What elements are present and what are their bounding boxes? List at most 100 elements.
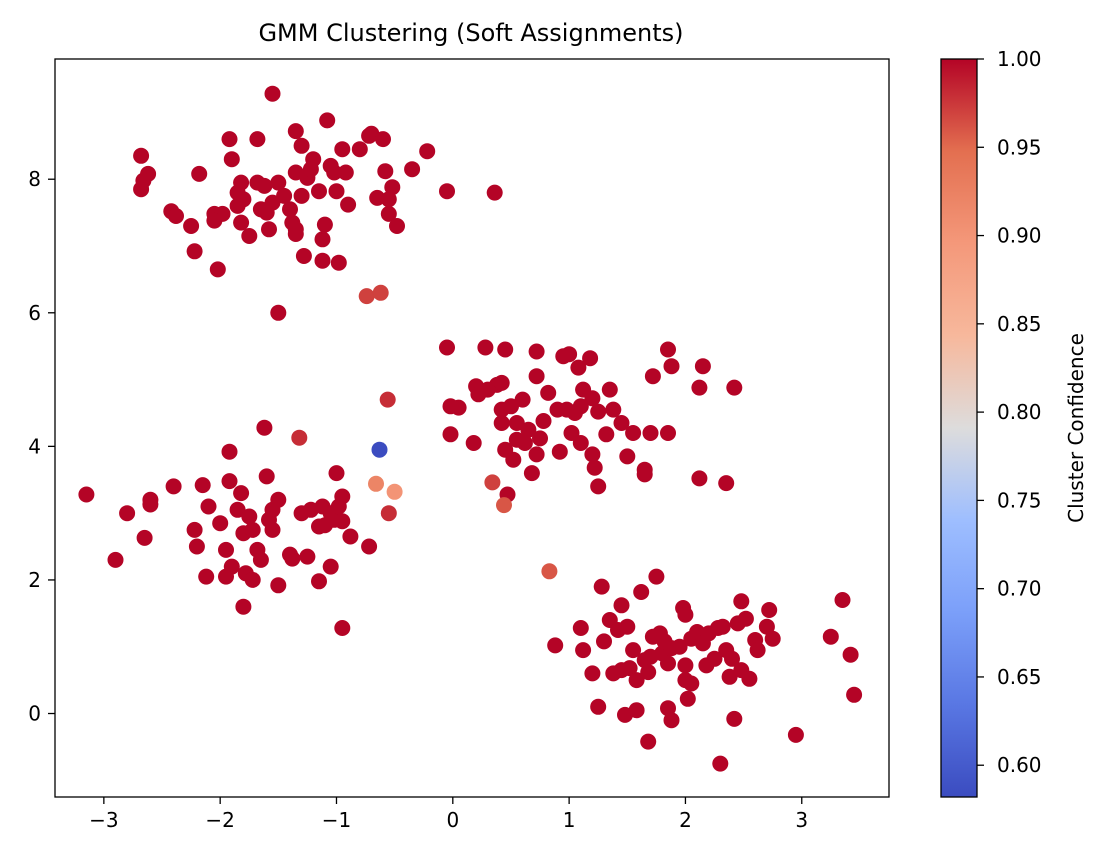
colorbar-label: Cluster Confidence xyxy=(1064,333,1088,523)
scatter-point xyxy=(758,618,775,635)
scatter-point xyxy=(733,593,750,610)
scatter-point xyxy=(358,288,375,305)
scatter-point xyxy=(119,505,136,522)
scatter-point xyxy=(404,161,421,178)
scatter-point xyxy=(660,655,676,672)
scatter-point xyxy=(520,421,537,438)
colorbar-tick-label: 0.60 xyxy=(997,753,1042,777)
scatter-point xyxy=(822,628,839,645)
scatter-point xyxy=(842,646,859,663)
scatter-point xyxy=(372,284,389,301)
scatter-point xyxy=(264,85,281,102)
x-tick-label: −3 xyxy=(89,808,118,832)
scatter-point xyxy=(369,189,386,206)
scatter-point xyxy=(503,398,519,415)
scatter-point xyxy=(528,446,545,463)
scatter-point xyxy=(186,521,203,538)
scatter-point xyxy=(486,184,503,201)
scatter-point xyxy=(342,528,359,545)
scatter-point xyxy=(380,505,397,522)
scatter-point xyxy=(244,521,261,538)
scatter-point xyxy=(619,618,636,635)
x-axis: −3 −2 −1 0 1 2 3 xyxy=(89,797,808,832)
scatter-point xyxy=(287,123,304,140)
scatter-points xyxy=(78,85,863,772)
scatter-point xyxy=(563,425,580,441)
scatter-point xyxy=(477,339,494,356)
scatter-point xyxy=(628,702,645,719)
scatter-point xyxy=(136,529,153,546)
scatter-point xyxy=(787,726,804,743)
scatter-point xyxy=(613,597,630,614)
scatter-point xyxy=(270,304,287,321)
scatter-point xyxy=(311,183,327,200)
scatter-point xyxy=(523,465,540,482)
scatter-point xyxy=(660,341,676,358)
scatter-point xyxy=(677,657,694,674)
y-axis: 0 2 4 6 8 xyxy=(28,167,55,726)
colorbar-tick-label: 0.70 xyxy=(997,577,1042,601)
scatter-point xyxy=(584,665,601,682)
scatter-point xyxy=(221,131,238,148)
scatter-point xyxy=(505,451,522,468)
scatter-point xyxy=(188,538,205,555)
scatter-point xyxy=(377,163,394,180)
scatter-point xyxy=(679,690,696,707)
scatter-point xyxy=(691,379,708,396)
colorbar-tick-label: 0.90 xyxy=(997,224,1042,248)
scatter-point xyxy=(371,441,388,458)
y-tick-label: 2 xyxy=(28,568,41,592)
scatter-point xyxy=(528,343,545,360)
scatter-point xyxy=(334,513,351,530)
scatter-point xyxy=(107,551,124,568)
scatter-point xyxy=(206,212,223,229)
scatter-point xyxy=(442,426,459,443)
scatter-point xyxy=(270,174,287,191)
scatter-point xyxy=(233,485,250,502)
scatter-point xyxy=(218,541,234,558)
scatter-point xyxy=(724,650,740,667)
x-tick-label: 1 xyxy=(563,808,576,832)
scatter-point xyxy=(514,391,531,408)
colorbar-tick-label: 0.80 xyxy=(997,400,1042,424)
scatter-point xyxy=(450,399,467,416)
scatter-point xyxy=(168,208,184,224)
scatter-point xyxy=(691,470,708,487)
scatter-point xyxy=(258,468,275,485)
x-tick-label: 2 xyxy=(679,808,692,832)
scatter-point xyxy=(718,475,735,492)
scatter-point xyxy=(287,226,304,242)
scatter-point xyxy=(380,205,397,222)
scatter-point xyxy=(379,391,396,408)
scatter-point xyxy=(223,151,240,168)
scatter-point xyxy=(671,638,688,655)
x-tick-label: −2 xyxy=(205,808,234,832)
scatter-point xyxy=(439,183,455,200)
colorbar-tick-label: 0.65 xyxy=(997,665,1042,689)
scatter-point xyxy=(584,390,601,407)
scatter-point xyxy=(694,358,711,375)
scatter-point xyxy=(384,179,401,196)
y-tick-label: 0 xyxy=(28,702,41,726)
scatter-point xyxy=(328,183,345,200)
scatter-point xyxy=(291,429,308,446)
scatter-point xyxy=(368,475,384,492)
scatter-point xyxy=(249,131,266,148)
scatter-point xyxy=(497,341,514,358)
scatter-point xyxy=(282,201,298,218)
scatter-point xyxy=(570,359,587,376)
scatter-point xyxy=(493,415,510,431)
scatter-point xyxy=(572,398,589,415)
scatter-point xyxy=(78,486,95,503)
scatter-point xyxy=(737,610,754,627)
scatter-point xyxy=(264,194,281,211)
scatter-point xyxy=(541,563,558,580)
scatter-point xyxy=(590,478,607,495)
scatter-point xyxy=(648,568,665,585)
scatter-point xyxy=(270,577,287,594)
scatter-point xyxy=(337,164,354,181)
scatter-point xyxy=(465,435,482,451)
scatter-point xyxy=(389,218,405,234)
scatter-point xyxy=(628,672,645,689)
